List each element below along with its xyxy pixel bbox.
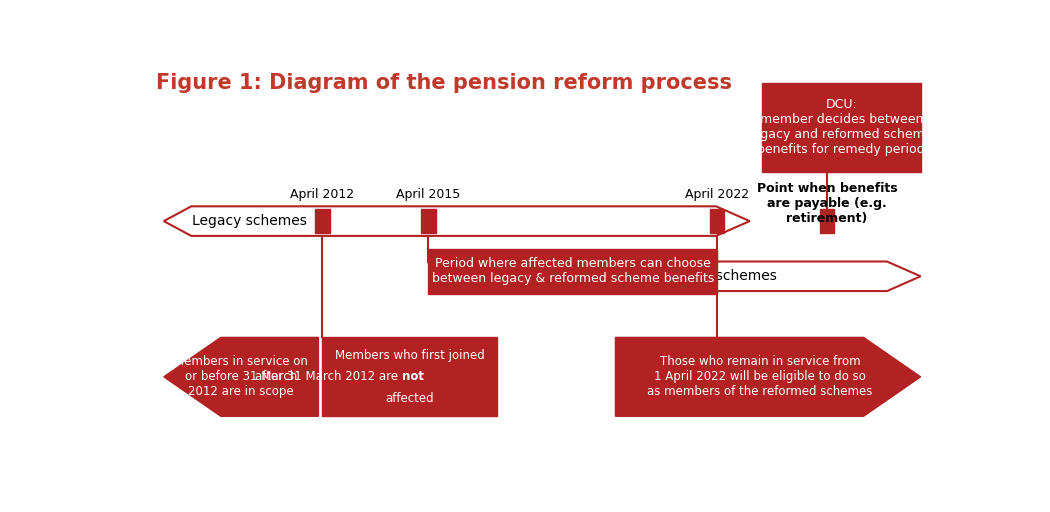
Bar	[710, 209, 724, 233]
Text: April 2022: April 2022	[685, 188, 750, 201]
FancyBboxPatch shape	[762, 83, 921, 172]
Polygon shape	[164, 206, 750, 236]
Text: Members who first joined: Members who first joined	[335, 349, 485, 361]
Text: affected: affected	[385, 392, 435, 405]
Text: Members in service on
or before 31 March
2012 are in scope: Members in service on or before 31 March…	[174, 355, 308, 398]
Polygon shape	[164, 337, 318, 416]
Bar	[421, 209, 436, 233]
Polygon shape	[322, 337, 498, 416]
Text: after 31 March 2012 are: after 31 March 2012 are	[255, 370, 402, 383]
Text: not: not	[402, 370, 424, 383]
Text: April 2015: April 2015	[396, 188, 460, 201]
Text: Those who remain in service from
1 April 2022 will be eligible to do so
as membe: Those who remain in service from 1 April…	[647, 355, 873, 398]
Text: Figure 1: Diagram of the pension reform process: Figure 1: Diagram of the pension reform …	[155, 73, 732, 93]
Polygon shape	[615, 337, 921, 416]
Text: Point when benefits
are payable (e.g.
retirement): Point when benefits are payable (e.g. re…	[757, 182, 898, 225]
Bar	[820, 209, 835, 233]
Polygon shape	[615, 262, 921, 291]
FancyBboxPatch shape	[428, 249, 717, 294]
Bar	[315, 209, 330, 233]
Text: Period where affected members can choose
between legacy & reformed scheme benefi: Period where affected members can choose…	[432, 258, 714, 285]
Text: DCU:
member decides between
legacy and reformed scheme
benefits for remedy perio: DCU: member decides between legacy and r…	[750, 98, 933, 157]
Text: Legacy schemes: Legacy schemes	[192, 214, 308, 228]
Text: April 2012: April 2012	[291, 188, 355, 201]
Text: Reformed schemes: Reformed schemes	[644, 269, 777, 283]
